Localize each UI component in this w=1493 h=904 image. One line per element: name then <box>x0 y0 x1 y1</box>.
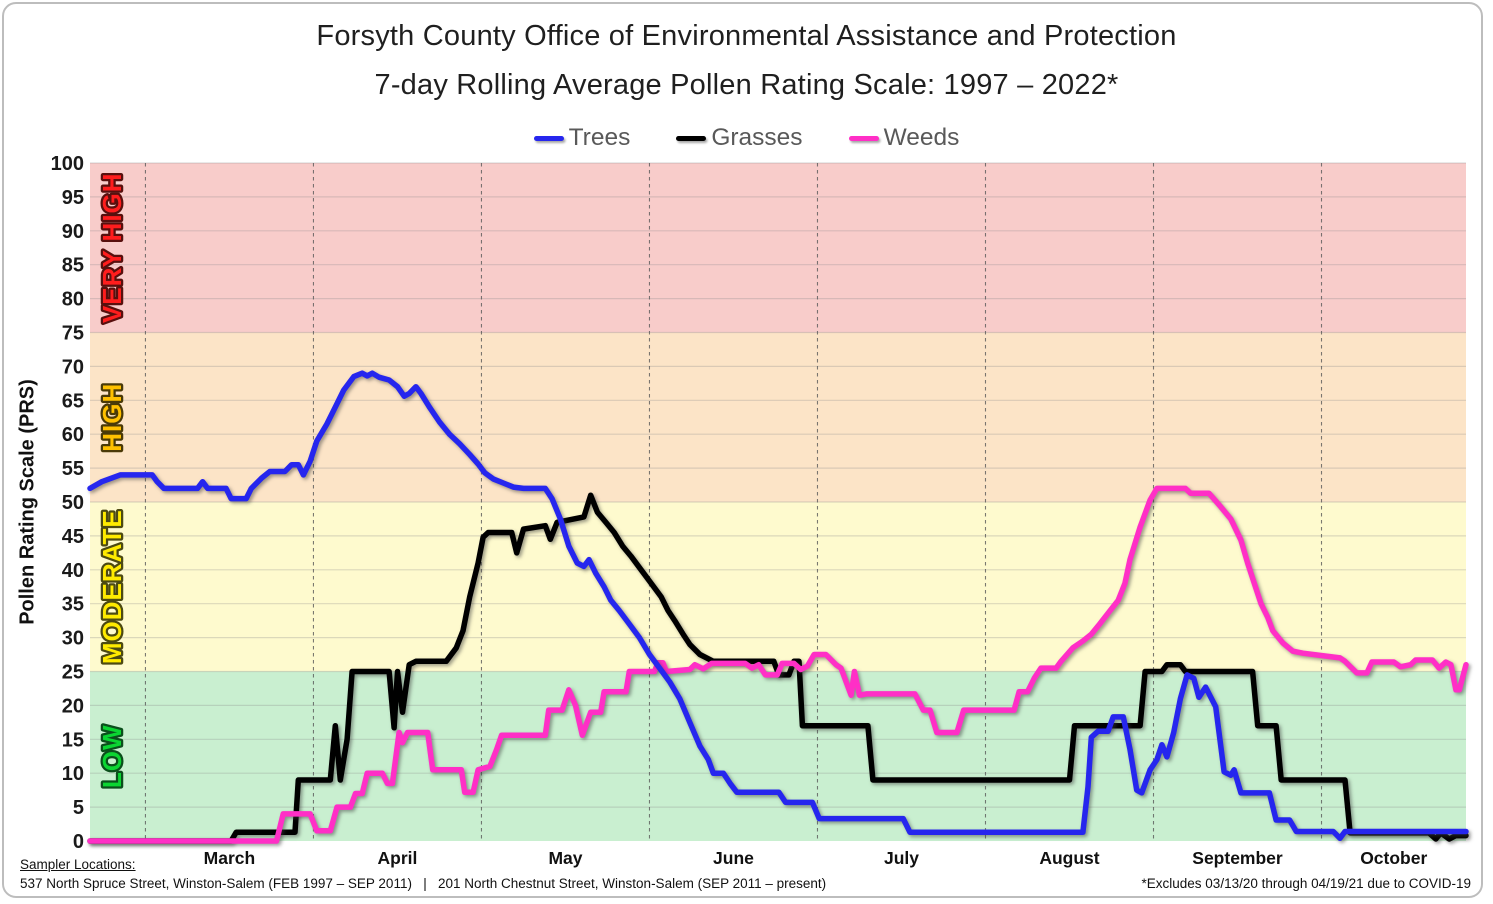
band-high <box>90 332 1466 502</box>
legend-label: Weeds <box>883 124 960 151</box>
x-label-april: April <box>378 848 418 868</box>
legend-item-weeds: Weeds <box>848 124 960 152</box>
legend-swatch-trees <box>533 135 564 141</box>
chart-legend: Trees Grasses Weeds <box>0 121 1493 155</box>
y-tick-30: 30 <box>62 628 84 650</box>
x-label-july: July <box>884 848 919 868</box>
y-tick-60: 60 <box>62 424 84 446</box>
band-label-very-high: VERY HIGH <box>97 172 127 323</box>
band-label-high: HIGH <box>97 383 127 452</box>
legend-item-trees: Trees <box>533 124 631 152</box>
legend-label: Trees <box>568 124 631 151</box>
y-tick-65: 65 <box>62 390 84 412</box>
page-title: Forsyth County Office of Environmental A… <box>316 20 1177 52</box>
covid-exclusion-footnote: *Excludes 03/13/20 through 04/19/21 due … <box>1141 876 1471 891</box>
y-tick-0: 0 <box>73 831 84 853</box>
x-label-june: June <box>713 848 754 868</box>
band-very-high <box>90 163 1466 333</box>
y-tick-40: 40 <box>62 560 84 582</box>
y-tick-70: 70 <box>62 356 84 378</box>
page-subtitle: 7-day Rolling Average Pollen Rating Scal… <box>374 69 1119 101</box>
legend-swatch-weeds <box>848 135 879 141</box>
y-tick-5: 5 <box>73 797 84 819</box>
band-label-moderate: MODERATE <box>97 509 127 664</box>
y-tick-55: 55 <box>62 458 84 480</box>
y-tick-90: 90 <box>62 221 84 243</box>
y-tick-95: 95 <box>62 187 84 209</box>
y-tick-15: 15 <box>62 729 84 751</box>
x-label-october: October <box>1360 848 1427 868</box>
y-tick-10: 10 <box>62 763 84 785</box>
band-label-low: LOW <box>97 724 127 788</box>
legend-item-grasses: Grasses <box>676 124 803 152</box>
y-tick-100: 100 <box>51 153 84 175</box>
band-moderate <box>90 502 1466 672</box>
x-label-september: September <box>1192 848 1283 868</box>
sampler-locations-text: 537 North Spruce Street, Winston-Salem (… <box>20 876 827 891</box>
y-tick-45: 45 <box>62 526 84 548</box>
y-tick-25: 25 <box>62 662 84 684</box>
legend-swatch-grasses <box>676 135 707 141</box>
x-label-august: August <box>1039 848 1099 868</box>
sampler-locations-heading: Sampler Locations: <box>20 857 136 872</box>
y-tick-50: 50 <box>62 492 84 514</box>
weeds-line <box>87 485 1469 844</box>
band-low <box>90 671 1466 841</box>
y-tick-75: 75 <box>62 323 84 345</box>
y-tick-20: 20 <box>62 695 84 717</box>
y-tick-80: 80 <box>62 289 84 311</box>
grasses-line <box>87 492 1469 844</box>
x-label-march: March <box>204 848 256 868</box>
y-tick-85: 85 <box>62 255 84 277</box>
x-label-may: May <box>548 848 582 868</box>
y-tick-35: 35 <box>62 594 84 616</box>
legend-label: Grasses <box>711 124 803 151</box>
trees-line <box>87 370 1469 842</box>
